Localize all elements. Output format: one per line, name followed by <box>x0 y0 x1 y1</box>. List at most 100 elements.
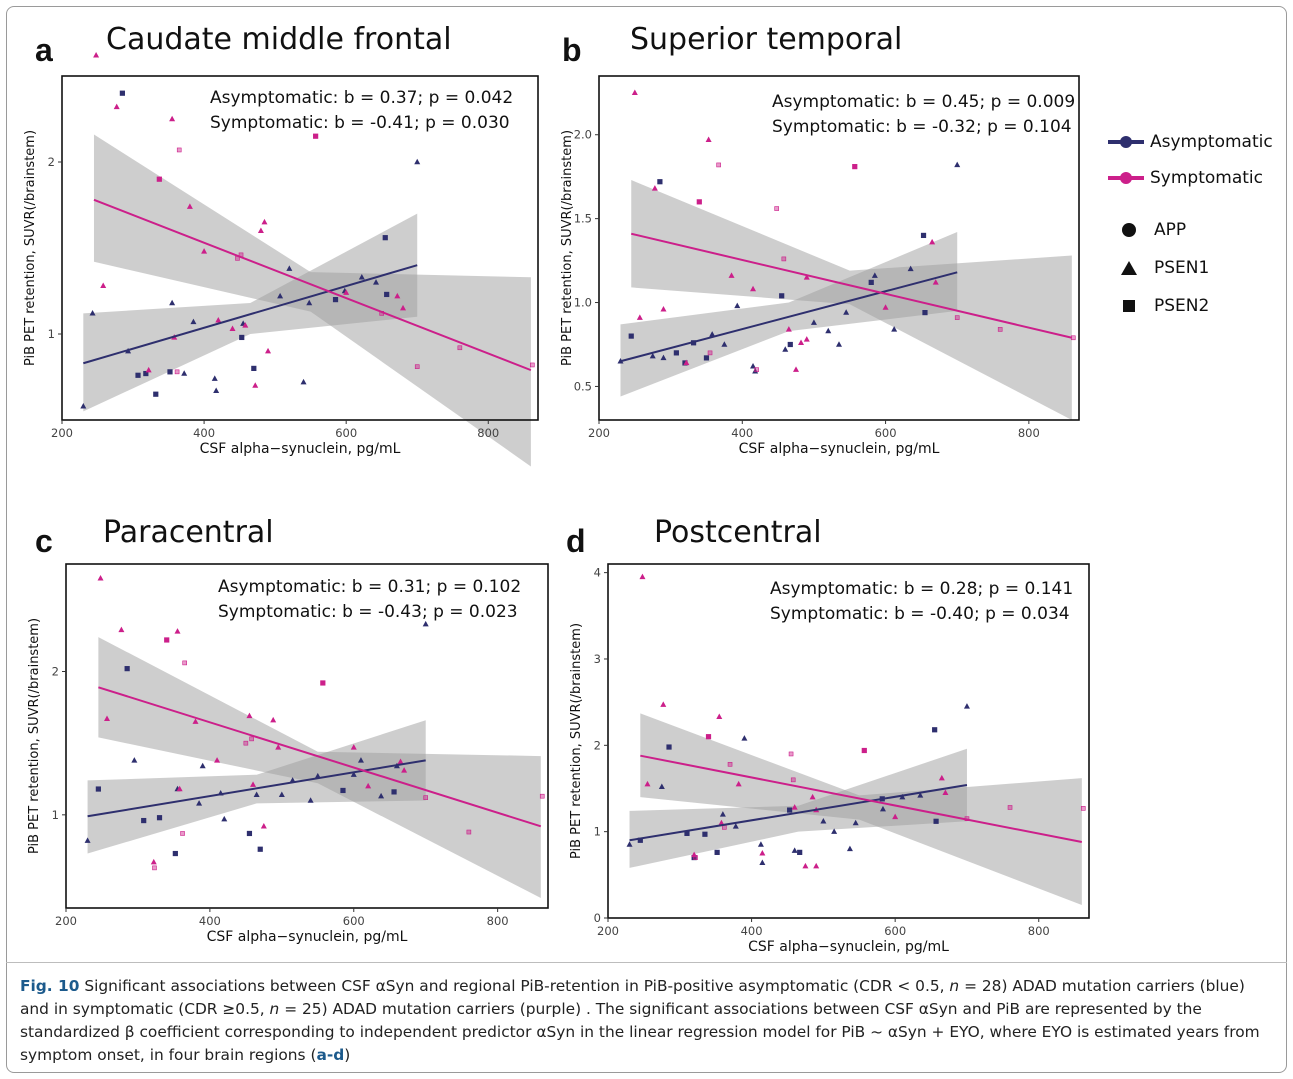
legend-item-symptomatic: Symptomatic <box>1108 168 1263 188</box>
panel-letter-d: d <box>566 523 586 559</box>
legend: Asymptomatic Symptomatic APP PSEN1 PSEN2 <box>1108 132 1283 332</box>
point-asymptomatic <box>791 847 798 853</box>
point-asymptomatic <box>649 352 656 359</box>
point-symptomatic <box>892 813 899 820</box>
point-symptomatic <box>176 147 182 153</box>
point-symptomatic <box>192 718 199 724</box>
point-symptomatic <box>93 52 100 58</box>
stat-annotation: Symptomatic: b = -0.41; p = 0.030 <box>210 113 510 133</box>
y-tick-label: 1.5 <box>574 212 592 226</box>
y-axis-label: PiB PET retention, SUVR(/brainstem) <box>569 623 584 859</box>
point-asymptomatic <box>782 346 789 352</box>
point-asymptomatic <box>167 369 173 375</box>
point-asymptomatic <box>917 792 924 798</box>
point-symptomatic <box>400 304 407 311</box>
point-asymptomatic <box>340 787 346 794</box>
y-tick-label: 1 <box>52 808 59 822</box>
figure-caption: Fig. 10 Significant associations between… <box>20 975 1275 1067</box>
point-asymptomatic <box>810 319 817 325</box>
x-tick-label: 400 <box>741 924 763 938</box>
legend-item-psen2: PSEN2 <box>1108 296 1209 316</box>
caption-divider <box>6 962 1287 963</box>
point-asymptomatic <box>907 265 914 272</box>
x-axis-label: CSF alpha−synuclein, pg/mL <box>200 441 401 457</box>
point-symptomatic <box>242 322 249 328</box>
regression-line-asymptomatic <box>87 759 426 818</box>
point-symptomatic <box>164 637 170 643</box>
point-asymptomatic <box>257 846 263 852</box>
point-symptomatic <box>636 314 643 320</box>
point-asymptomatic <box>181 370 188 376</box>
point-symptomatic <box>882 304 889 310</box>
point-symptomatic <box>270 716 277 723</box>
point-asymptomatic <box>932 727 938 733</box>
point-asymptomatic <box>721 341 728 347</box>
point-asymptomatic <box>239 334 245 341</box>
point-asymptomatic <box>169 299 176 306</box>
x-tick-label: 800 <box>487 914 509 928</box>
point-symptomatic <box>631 89 638 95</box>
y-tick-label: 2 <box>594 738 601 752</box>
point-symptomatic <box>214 757 221 763</box>
point-asymptomatic <box>752 368 759 374</box>
x-tick-label: 400 <box>193 426 215 440</box>
point-symptomatic <box>735 780 742 787</box>
x-tick-label: 600 <box>884 924 906 938</box>
point-symptomatic <box>813 862 820 869</box>
point-symptomatic <box>539 793 545 799</box>
point-symptomatic <box>313 133 319 139</box>
point-symptomatic <box>156 176 162 182</box>
ci-band-symptomatic <box>98 637 541 898</box>
panel-title-b: Superior temporal <box>630 22 903 57</box>
point-symptomatic <box>716 713 723 720</box>
x-tick-label: 200 <box>55 914 77 928</box>
point-symptomatic <box>774 206 779 211</box>
point-asymptomatic <box>196 800 203 806</box>
point-symptomatic <box>97 575 104 581</box>
point-asymptomatic <box>734 302 741 309</box>
triangle-icon <box>1120 259 1138 277</box>
point-asymptomatic <box>703 355 710 361</box>
y-tick-label: 3 <box>594 652 601 666</box>
x-tick-label: 600 <box>343 914 365 928</box>
point-asymptomatic <box>628 333 634 339</box>
point-asymptomatic <box>211 375 218 381</box>
point-asymptomatic <box>709 331 716 337</box>
point-asymptomatic <box>825 327 832 334</box>
point-asymptomatic <box>779 293 785 299</box>
x-axis-label: CSF alpha−synuclein, pg/mL <box>207 929 408 945</box>
point-asymptomatic <box>750 363 757 369</box>
point-asymptomatic <box>307 797 314 803</box>
caption-text-4: ) <box>344 1046 351 1064</box>
point-asymptomatic <box>637 837 643 843</box>
point-asymptomatic <box>286 265 293 271</box>
chart-b-group: 200 400 600 800 0.5 1.0 1.5 2.0 CSF alpha−synucl… <box>560 75 1080 457</box>
point-symptomatic <box>644 780 651 787</box>
panel-letter-c: c <box>35 523 53 559</box>
y-tick-label: 0.5 <box>574 379 592 393</box>
point-asymptomatic <box>922 310 928 316</box>
regression-line-symptomatic <box>640 754 1083 844</box>
legend-item-psen1: PSEN1 <box>1108 258 1209 278</box>
plot-border <box>61 75 539 421</box>
point-asymptomatic <box>836 341 842 347</box>
point-symptomatic <box>423 795 429 800</box>
point-symptomatic <box>693 855 698 860</box>
point-symptomatic <box>1070 335 1076 341</box>
point-symptomatic <box>152 865 157 871</box>
point-symptomatic <box>728 272 735 278</box>
legend-label-psen2: PSEN2 <box>1154 296 1210 316</box>
point-symptomatic <box>201 248 208 254</box>
point-asymptomatic <box>384 291 390 298</box>
point-asymptomatic <box>172 850 178 857</box>
point-asymptomatic <box>95 786 101 792</box>
legend-label-app: APP <box>1154 220 1187 240</box>
stat-annotation: Asymptomatic: b = 0.45; p = 0.009 <box>772 92 1075 112</box>
y-axis-label: PiB PET retention, SUVR(/brainstem) <box>560 130 575 366</box>
point-symptomatic <box>414 364 420 369</box>
point-symptomatic <box>750 285 757 292</box>
legend-item-asymptomatic: Asymptomatic <box>1108 132 1273 152</box>
point-symptomatic <box>716 162 721 168</box>
point-symptomatic <box>802 862 809 869</box>
point-symptomatic <box>365 782 372 789</box>
